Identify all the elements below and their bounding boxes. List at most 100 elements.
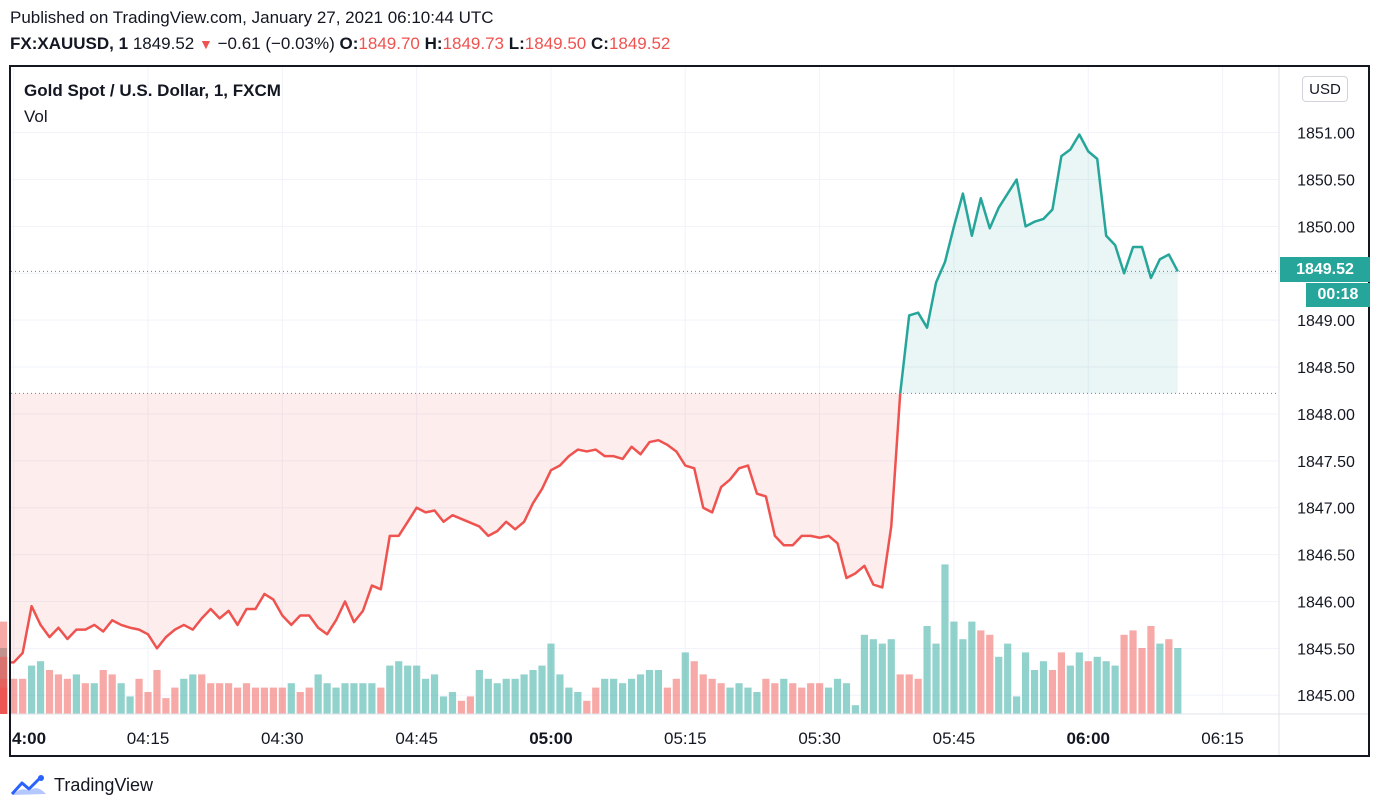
volume-bar [690,661,698,714]
volume-bar [1039,661,1048,714]
price-lines [11,133,1279,664]
volume-bar [645,670,654,714]
volume-bar [233,687,242,714]
volume-bar [108,674,116,714]
volume-bar [54,674,63,714]
time-tick-label: 04:45 [395,729,438,748]
volume-bar [1021,652,1030,714]
brand-label: TradingView [54,774,154,795]
volume-bar [36,661,45,714]
volume-bar [404,665,412,714]
tradingview-brand[interactable]: TradingView [10,773,153,797]
time-tick-label: 4:00 [12,729,46,748]
volume-bar [842,683,851,714]
last-price: 1849.52 [132,34,195,53]
volume-bar [99,670,107,714]
time-tick-label: 05:15 [664,729,707,748]
volume-bar [171,687,179,714]
volume-bar [717,683,725,714]
volume-bar [950,621,958,714]
volume-bar [824,687,833,714]
down-triangle-icon: ▼ [199,36,213,52]
time-tick-label: 05:45 [933,729,976,748]
volume-bar [251,687,260,714]
above-baseline-fill [900,134,1178,394]
volume-bar [189,674,197,714]
volume-bar [1030,670,1039,714]
volume-bar [1165,639,1173,714]
price-tick-label: 1849.00 [1297,313,1355,330]
volume-bar [574,692,582,714]
volume-bar [216,683,224,714]
volume-bar [359,683,367,714]
volume-bar [860,634,868,714]
volume-bar [63,678,72,714]
volume-bar [663,687,671,714]
volume-bar [269,687,277,714]
volume-bar [923,626,931,714]
volume-bar [833,678,842,714]
volume-bar [377,687,385,714]
volume-bar [10,678,18,714]
volume-bar [816,683,824,714]
close-label: C: [590,34,609,53]
volume-bar [601,678,609,714]
time-tick-label: 06:00 [1067,729,1110,748]
volume-bar [708,678,716,714]
currency-button[interactable]: USD [1302,76,1348,102]
volume-bar [654,670,663,714]
volume-bar [565,687,573,714]
volume-bar [878,643,886,714]
volume-bar [583,700,591,714]
volume-bar [851,705,860,714]
volume-bar [144,692,152,714]
chart-frame [9,65,1370,757]
volume-bar [699,674,707,714]
volume-bar [305,687,313,714]
volume-bar [1084,661,1092,714]
volume-bar [395,661,403,714]
high-value: 1849.73 [442,34,505,53]
price-tick-label: 1845.50 [1297,641,1355,658]
volume-bar [771,683,779,714]
price-change: −0.61 (−0.03%) [217,34,335,53]
volume-bar [744,687,752,714]
time-tick-label: 05:30 [798,729,841,748]
volume-bar [135,678,143,714]
volume-bar [430,674,439,714]
volume-bar [1138,648,1146,714]
volume-bar [538,665,546,714]
volume-bar [1120,634,1128,714]
volume-bar [1156,643,1164,714]
volume-bar [986,634,994,714]
volume-bar [466,696,474,714]
low-label: L: [508,34,525,53]
chart-axes: 1845.00 1845.50 1846.00 1846.50 1847.00 1847.… [11,67,1369,755]
volume-bar [995,656,1003,714]
symbol-label: FX:XAUUSD, 1 [10,34,129,53]
legend-volume: Vol [24,107,48,126]
volume-bar [592,687,600,714]
volume-bar [1129,630,1137,714]
volume-bar [153,670,161,714]
price-line-below-baseline [11,393,902,664]
volume-bar [162,698,170,714]
volume-bar [296,692,304,714]
volume-bar [386,665,394,714]
price-tick-label: 1846.50 [1297,548,1355,565]
volume-bars [0,564,1182,714]
volume-bar [502,678,510,714]
volume-bar [278,687,286,714]
volume-bar [1066,665,1074,714]
time-tick-label: 04:30 [261,729,304,748]
volume-bar [314,674,322,714]
volume-bar [1004,643,1012,714]
volume-bar [977,630,985,714]
volume-bar [448,692,457,714]
volume-bar [350,683,358,714]
open-value: 1849.70 [358,34,420,53]
volume-bar [914,678,922,714]
volume-bar [413,665,421,714]
price-tick-label: 1848.50 [1297,360,1355,377]
